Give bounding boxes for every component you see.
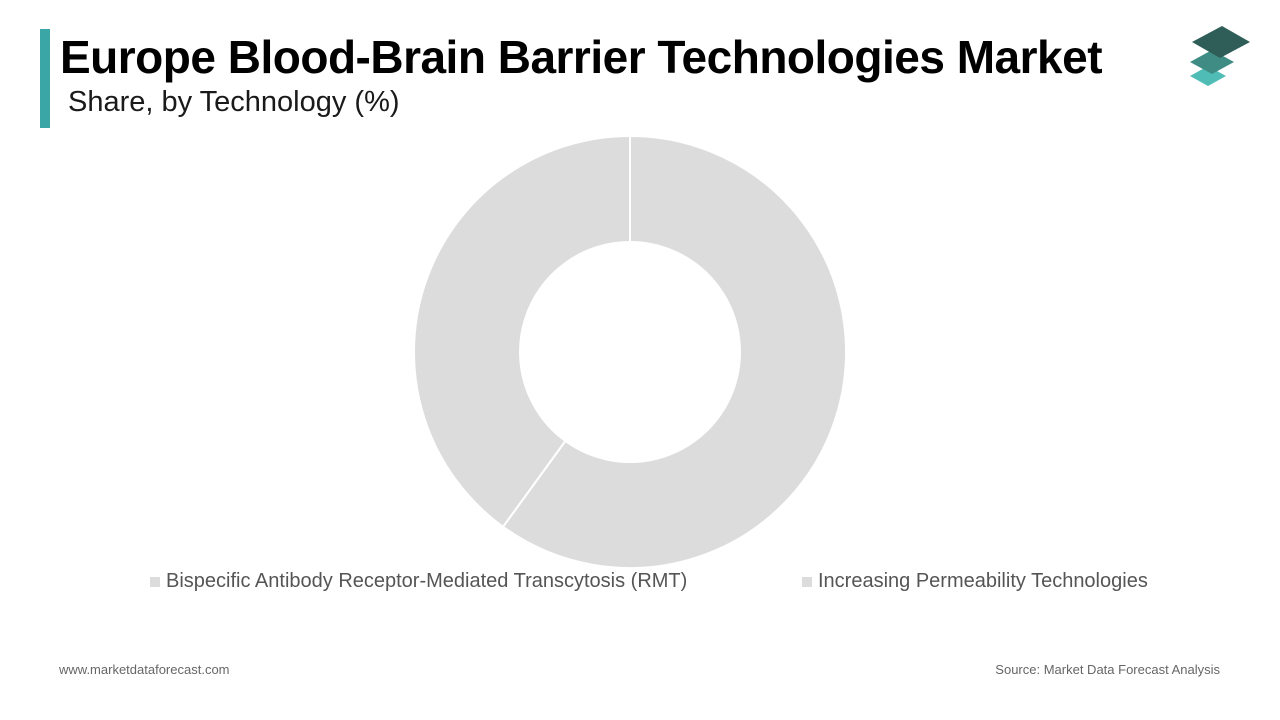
footer-source: Source: Market Data Forecast Analysis [995,662,1220,677]
legend-item-1: Bispecific Antibody Receptor-Mediated Tr… [150,570,687,593]
stacked-layers-logo-icon [1190,26,1250,86]
legend-item-2: Increasing Permeability Technologies [802,570,1148,593]
donut-slice-2 [413,134,631,529]
legend-swatch [802,576,812,587]
legend-swatch [150,576,160,587]
donut-slice-1 [501,134,847,569]
title-accent-bar [40,29,50,128]
chart-legend: Bispecific Antibody Receptor-Mediated Tr… [0,570,1280,596]
footer-website: www.marketdataforecast.com [59,662,230,677]
chart-title: Europe Blood-Brain Barrier Technologies … [60,31,1103,83]
logo-layer-top [1192,26,1250,58]
chart-subtitle: Share, by Technology (%) [68,86,400,118]
legend-label: Increasing Permeability Technologies [818,570,1148,592]
legend-label: Bispecific Antibody Receptor-Mediated Tr… [166,570,688,592]
